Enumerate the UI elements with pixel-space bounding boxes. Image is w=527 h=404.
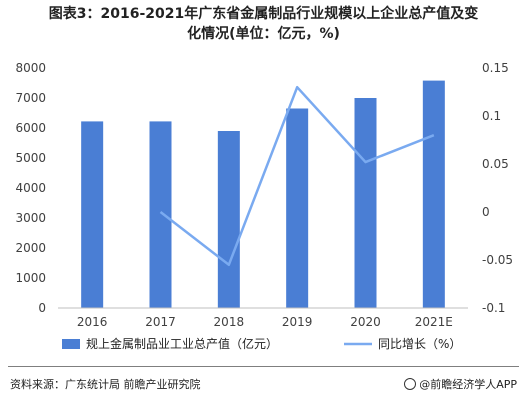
x-tick-label: 2018 bbox=[214, 315, 245, 329]
y-right-tick-label: -0.05 bbox=[482, 253, 513, 267]
line-series bbox=[159, 85, 435, 267]
brand-logo-icon bbox=[404, 378, 417, 390]
y-left-tick-label: 3000 bbox=[15, 211, 46, 225]
x-tick-label: 2021E bbox=[415, 315, 453, 329]
bar-2016 bbox=[81, 121, 104, 309]
bar-2018 bbox=[217, 131, 240, 308]
brand-credit: @前瞻经济学人APP bbox=[404, 376, 517, 392]
y-left-tick-label: 6000 bbox=[15, 121, 46, 135]
footer: 资料来源：广东统计局 前瞻产业研究院 @前瞻经济学人APP bbox=[0, 366, 527, 404]
legend-bar-swatch bbox=[62, 339, 80, 349]
footer-divider bbox=[8, 366, 519, 367]
brand-text: @前瞻经济学人APP bbox=[419, 378, 517, 391]
y-right-tick-label: 0.15 bbox=[482, 61, 509, 75]
x-tick-label: 2019 bbox=[282, 315, 313, 329]
bar-2017 bbox=[149, 121, 172, 309]
x-axis: 2016 2017 2018 2019 2020 2021E bbox=[58, 307, 468, 329]
legend: 规上金属制品业工业总产值（亿元） 同比增长（%） bbox=[62, 336, 461, 351]
legend-line-label: 同比增长（%） bbox=[378, 337, 461, 351]
y-left-tick-label: 4000 bbox=[15, 181, 46, 195]
growth-line bbox=[159, 85, 435, 267]
bar-series bbox=[81, 80, 445, 309]
y-left-tick-label: 0 bbox=[38, 301, 46, 315]
legend-bar-label: 规上金属制品业工业总产值（亿元） bbox=[86, 336, 278, 351]
bar-2021E bbox=[422, 80, 445, 308]
chart-title-line-2: 化情况(单位：亿元，%) bbox=[187, 26, 340, 42]
chart-title-line-1: 图表3：2016-2021年广东省金属制品行业规模以上企业总产值及变 bbox=[48, 6, 479, 22]
source-note: 资料来源：广东统计局 前瞻产业研究院 bbox=[10, 378, 201, 391]
y-right-tick-label: 0 bbox=[482, 205, 490, 219]
y-left-tick-label: 1000 bbox=[15, 271, 46, 285]
bar-2019 bbox=[286, 108, 309, 308]
x-tick-label: 2020 bbox=[350, 315, 381, 329]
y-left-tick-label: 7000 bbox=[15, 91, 46, 105]
bar-2020 bbox=[354, 98, 377, 308]
y-left-tick-label: 5000 bbox=[15, 151, 46, 165]
y-left-tick-label: 2000 bbox=[15, 241, 46, 255]
y-axis-left: 0 1000 2000 3000 4000 5000 6000 7000 8000 bbox=[15, 61, 46, 315]
y-right-tick-label: -0.1 bbox=[482, 301, 505, 315]
y-left-tick-label: 8000 bbox=[15, 61, 46, 75]
y-right-tick-label: 0.1 bbox=[482, 109, 501, 123]
y-axis-right: -0.1 -0.05 0 0.05 0.1 0.15 bbox=[482, 61, 513, 315]
y-right-tick-label: 0.05 bbox=[482, 157, 509, 171]
x-tick-label: 2017 bbox=[145, 315, 176, 329]
chart-area: 2016 2017 2018 2019 2020 2021E 0 1000 2000 3000 4… bbox=[15, 61, 513, 351]
x-tick-label: 2016 bbox=[77, 315, 108, 329]
chart-title: 图表3：2016-2021年广东省金属制品行业规模以上企业总产值及变 化情况(单… bbox=[0, 4, 527, 44]
